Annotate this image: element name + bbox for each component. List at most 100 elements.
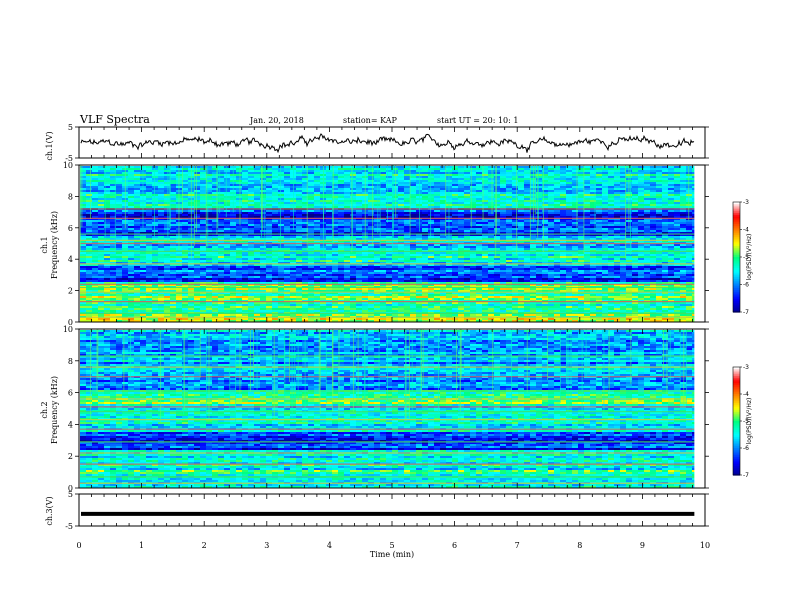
ch1-spectrogram-cell: [422, 212, 428, 214]
ch1-spectrogram-cell: [518, 234, 524, 236]
ch1-spectrogram-cell: [212, 254, 218, 256]
ch1-spectrogram-cell: [266, 188, 272, 190]
ch1-spectrogram-cell: [476, 182, 482, 184]
ch1-spectrogram-cell: [386, 238, 392, 240]
ch1-spectrogram-cell: [656, 240, 662, 242]
ch1-spectrogram-cell: [284, 244, 290, 246]
ch1-spectrogram-cell: [488, 228, 494, 230]
ch1-spectrogram-cell: [488, 258, 494, 260]
ch1-spectrogram-cell: [680, 214, 686, 216]
ch1-spectrogram-cell: [404, 254, 410, 256]
ch1-spectrogram-cell: [80, 232, 86, 234]
ch1-spectrogram-cell: [212, 228, 218, 230]
ch1-spectrogram-cell: [458, 236, 464, 238]
ch1-spectrogram-cell: [632, 200, 638, 202]
ch1-spectrogram-cell: [434, 204, 440, 206]
ch1-spectrogram-cell: [668, 190, 674, 192]
ch1-spectrogram-cell: [290, 180, 296, 182]
ch1-spectrogram-cell: [422, 236, 428, 238]
ch1-spectrogram-cell: [650, 210, 656, 212]
ch1-spectrogram-cell: [548, 252, 554, 254]
ch1-spectrogram-cell: [332, 212, 338, 214]
ch1-spectrogram-cell: [392, 232, 398, 234]
ch1-spectrogram-cell: [296, 190, 302, 192]
ch1-spectrogram-cell: [290, 254, 296, 256]
ch1-spectrogram-cell: [596, 170, 602, 172]
ch1-spectrogram-cell: [530, 194, 536, 196]
ch1-spectrogram-cell: [584, 252, 590, 254]
ch1-spectrogram-cell: [638, 224, 644, 226]
ch1-spectrogram-cell: [224, 234, 230, 236]
ch1-spectrogram-cell: [464, 214, 470, 216]
ch1-spectrogram-cell: [86, 232, 92, 234]
ch1-spectrogram-cell: [128, 170, 134, 172]
ch1-spectrogram-cell: [560, 190, 566, 192]
ch1-spectrogram-cell: [554, 236, 560, 238]
station-label: station= KAP: [343, 116, 398, 125]
ch1-spectrogram-cell: [542, 226, 548, 228]
ch1-spectrogram-cell: [530, 170, 536, 172]
ch1-spectrogram-cell: [512, 252, 518, 254]
ch1-spectrogram-cell: [152, 186, 158, 188]
ch1-spectrogram-cell: [374, 196, 380, 198]
ch1-spectrogram-cell: [248, 168, 254, 170]
ch1-spectrogram-cell: [416, 200, 422, 202]
ch1-spectrogram-cell: [620, 232, 626, 234]
ch1-spectrogram-cell: [668, 222, 674, 224]
ch1-spectrogram-cell: [566, 206, 572, 208]
ch1-spectrogram-cell: [164, 234, 170, 236]
ch1-spectrogram-cell: [632, 204, 638, 206]
ch1-spectrogram-cell: [86, 248, 92, 250]
ch1-spectrogram-cell: [338, 182, 344, 184]
ch1-spectrogram-cell: [548, 180, 554, 182]
ch1-spectrogram-cell: [524, 186, 530, 188]
ch1-spectrogram-cell: [554, 192, 560, 194]
ch1-spectrogram-cell: [536, 240, 542, 242]
ch1-spectrogram-cell: [200, 228, 206, 230]
ch1-spectrogram-cell: [638, 240, 644, 242]
ch1-spectrogram-cell: [410, 216, 416, 218]
ch1-spectrogram-cell: [260, 240, 266, 242]
ch1-spectrogram-cell: [332, 254, 338, 256]
ch1-spectrogram-cell: [506, 220, 512, 222]
ch1-spectrogram-cell: [368, 218, 374, 220]
ch1-spectrogram-cell: [506, 254, 512, 256]
ch1-spectrogram-cell: [98, 228, 104, 230]
ch1-spectrogram-cell: [632, 176, 638, 178]
ch1-spectrogram-cell: [614, 258, 620, 260]
ch1-spectrogram-cell: [134, 202, 140, 204]
ch1-spectrogram-cell: [674, 232, 680, 234]
ch1-spectrogram-cell: [404, 202, 410, 204]
ch1-spectrogram-cell: [224, 188, 230, 190]
ch1-spectrogram-cell: [452, 218, 458, 220]
ch1-spectrogram-cell: [518, 218, 524, 220]
ch1-spectrogram-cell: [386, 232, 392, 234]
ch1-spectrogram-cell: [602, 200, 608, 202]
ch1-spectrogram-cell: [458, 190, 464, 192]
ch1-spectrogram-cell: [590, 178, 596, 180]
ch1-spectrogram-cell: [356, 246, 362, 248]
ch1-spectrogram-cell: [566, 198, 572, 200]
ch1-spectrogram-cell: [584, 176, 590, 178]
ch1-spectrogram-cell: [482, 234, 488, 236]
ch1-spectrogram-cell: [92, 244, 98, 246]
ch1-spectrogram-cell: [410, 224, 416, 226]
ch1-spectrogram-cell: [512, 186, 518, 188]
ch1-spectrogram-cell: [542, 180, 548, 182]
ch1-spectrogram-cell: [308, 254, 314, 256]
ch1-spectrogram-cell: [326, 234, 332, 236]
ch1-spectrogram-cell: [92, 200, 98, 202]
ch1-spectrogram-cell: [116, 188, 122, 190]
ch1-spectrogram-cell: [230, 226, 236, 228]
ch1-spectrogram-cell: [128, 222, 134, 224]
ch1-spectrogram-cell: [572, 212, 578, 214]
ch1-spectrogram-cell: [296, 248, 302, 250]
ch1-spectrogram-cell: [686, 246, 692, 248]
ch1-spectrogram-cell: [584, 238, 590, 240]
ch1-spectrogram-cell: [218, 198, 224, 200]
ch1-spectrogram-cell: [596, 178, 602, 180]
ch1-spectrogram-cell: [524, 196, 530, 198]
ch1-spectrogram-cell: [278, 184, 284, 186]
ch1-spectrogram-cell: [350, 238, 356, 240]
ch1-spectrogram-cell: [236, 224, 242, 226]
